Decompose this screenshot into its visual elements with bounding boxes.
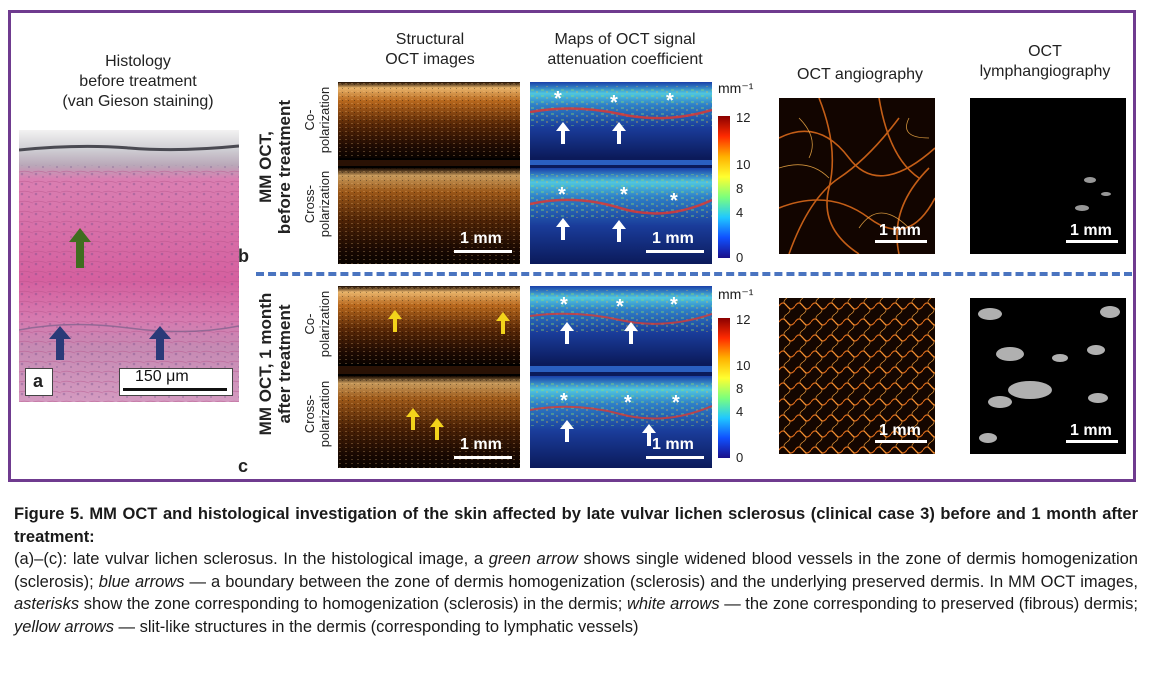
histology-image: a 150 μm [19, 130, 239, 402]
colorbar-tick: 4 [736, 404, 744, 419]
lymph-b-graphic [1075, 177, 1111, 211]
asterisk-marker: * [554, 88, 562, 110]
colorbar-tick: 0 [736, 450, 744, 465]
white-arrow-icon [642, 424, 656, 446]
scale-label-lymph-c: 1 mm [1070, 422, 1112, 439]
asterisk-marker: * [670, 294, 678, 316]
panel-letter-a-box [25, 368, 53, 396]
header-angiography: OCT angiography [797, 66, 923, 83]
attenuation-map-b-graphic [530, 82, 712, 264]
scale-label-angio-c: 1 mm [879, 422, 921, 439]
asterisk-marker: * [666, 90, 674, 112]
header-lymphangiography: OCT lymphangiography [979, 43, 1111, 80]
asterisk-marker: * [670, 190, 678, 212]
lymphangiography-b: 1 mm [970, 98, 1126, 254]
yellow-arrow-icon [496, 312, 510, 334]
histo-scalebar-line [123, 388, 227, 391]
scale-label-structural-c: 1 mm [460, 436, 502, 453]
asterisk-marker: * [610, 92, 618, 114]
pol-label-cross-b: Cross- polarization [302, 170, 332, 238]
header-structural: Structural OCT images [385, 31, 475, 68]
scale-label-structural-b: 1 mm [460, 230, 502, 247]
angiography-c: 1 mm [779, 298, 935, 454]
lymphangiography-c: 1 mm [970, 298, 1126, 454]
row-title-c: MM OCT, 1 month after treatment [256, 292, 294, 436]
blue-arrow-icon [49, 326, 71, 360]
scalebar-lymph-c [1066, 440, 1118, 443]
yellow-arrow-icon [388, 310, 402, 332]
colorbar-tick: 10 [736, 358, 751, 373]
scalebar-structural-c [454, 456, 512, 459]
white-arrow-icon [612, 220, 626, 242]
lymph-c-graphic [978, 306, 1120, 443]
panel-letter-b: b [238, 246, 249, 266]
histo-scale-label: 150 μm [135, 368, 189, 385]
structural-oct-b: 1 mm [338, 82, 520, 264]
histology-graphic [19, 130, 239, 402]
attenuation-map-c: * * * * * * 1 mm [530, 286, 712, 468]
colorbar-unit-b: mm⁻¹ [718, 80, 754, 96]
scalebar-angio-b [875, 240, 927, 243]
panel-letter-c: c [238, 456, 249, 476]
pol-label-co-c: Co- polarization [302, 290, 332, 358]
white-arrow-icon [556, 218, 570, 240]
attenuation-map-c-graphic [530, 286, 712, 468]
structural-oct-c-graphic [338, 286, 520, 468]
blue-arrow-icon [149, 326, 171, 360]
figure-caption: Figure 5. MM OCT and histological invest… [14, 503, 1138, 638]
structural-oct-c: 1 mm [338, 286, 520, 468]
asterisk-marker: * [616, 296, 624, 318]
colorbar-tick: 10 [736, 157, 751, 172]
caption-body: (a)–(c): late vulvar lichen sclerosus. I… [14, 550, 1138, 636]
colorbar-tick: 0 [736, 250, 744, 265]
white-arrow-icon [612, 122, 626, 144]
scale-label-lymph-b: 1 mm [1070, 222, 1112, 239]
angiography-b-graphic [779, 98, 935, 254]
asterisk-marker: * [624, 392, 632, 414]
white-arrow-icon [624, 322, 638, 344]
scalebar-structural-b [454, 250, 512, 253]
colorbar-tick: 12 [736, 110, 751, 125]
scalebar-lymph-b [1066, 240, 1118, 243]
yellow-arrow-icon [406, 408, 420, 430]
row-title-b: MM OCT, before treatment [256, 99, 294, 235]
row-divider [256, 272, 1132, 276]
structural-oct-b-graphic [338, 82, 520, 264]
colorbar-tick: 8 [736, 181, 744, 196]
colorbar-unit-c: mm⁻¹ [718, 286, 754, 302]
scalebar-angio-c [875, 440, 927, 443]
histo-scalebar-box [119, 368, 233, 396]
scale-label-attenuation-c: 1 mm [652, 436, 694, 453]
colorbar-b [718, 116, 730, 258]
angiography-c-graphic [779, 298, 935, 454]
pol-label-cross-c: Cross- polarization [302, 380, 332, 448]
white-arrow-icon [556, 122, 570, 144]
colorbar-tick: 8 [736, 381, 744, 396]
colorbar-c [718, 318, 730, 458]
scale-label-attenuation-b: 1 mm [652, 230, 694, 247]
asterisk-marker: * [672, 392, 680, 414]
scalebar-attenuation-b [646, 250, 704, 253]
asterisk-marker: * [560, 390, 568, 412]
asterisk-marker: * [620, 184, 628, 206]
caption-title: Figure 5. MM OCT and histological invest… [14, 505, 1138, 546]
panel-letter-a: a [33, 371, 44, 391]
scale-label-angio-b: 1 mm [879, 222, 921, 239]
colorbar-tick: 4 [736, 205, 744, 220]
white-arrow-icon [560, 322, 574, 344]
asterisk-marker: * [560, 294, 568, 316]
header-attenuation: Maps of OCT signal attenuation coefficie… [547, 31, 703, 68]
white-arrow-icon [560, 420, 574, 442]
colorbar-tick: 12 [736, 312, 751, 327]
green-arrow-icon [69, 228, 91, 268]
angiography-b: 1 mm [779, 98, 935, 254]
asterisk-marker: * [558, 184, 566, 206]
attenuation-map-b: * * * * * * 1 mm [530, 82, 712, 264]
scalebar-attenuation-c [646, 456, 704, 459]
pol-label-co-b: Co- polarization [302, 86, 332, 154]
yellow-arrow-icon [430, 418, 444, 440]
header-histology: Histology before treatment (van Gieson s… [62, 53, 214, 110]
